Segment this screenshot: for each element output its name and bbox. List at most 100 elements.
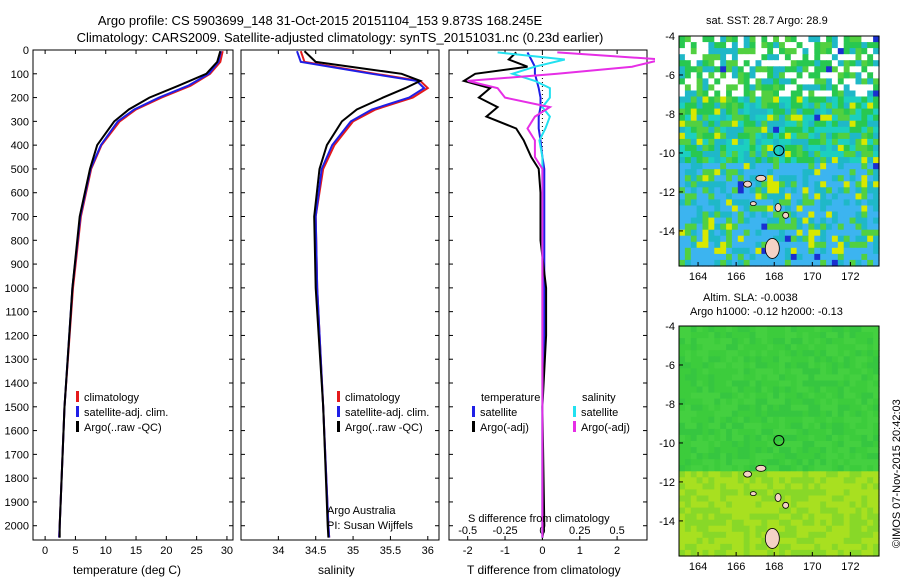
x-tick-label: 15 bbox=[130, 545, 142, 557]
heatmap-cell bbox=[784, 471, 792, 478]
heatmap-cell bbox=[714, 459, 721, 466]
heatmap-cell bbox=[773, 72, 780, 79]
heatmap-cell bbox=[855, 217, 862, 225]
heatmap-cell bbox=[849, 537, 857, 545]
heatmap-cell bbox=[737, 229, 745, 237]
island-shape bbox=[764, 238, 780, 259]
heatmap-cell bbox=[714, 72, 721, 79]
heatmap-cell bbox=[749, 181, 757, 188]
heatmap-cell bbox=[696, 36, 704, 43]
heatmap-cell bbox=[749, 217, 757, 225]
heatmap-cell bbox=[779, 144, 786, 152]
heatmap-cell bbox=[731, 241, 739, 249]
heatmap-cell bbox=[837, 157, 845, 164]
heatmap-cell bbox=[761, 223, 768, 231]
heatmap-cell bbox=[861, 78, 868, 86]
heatmap-cell bbox=[755, 410, 762, 418]
heatmap-cell bbox=[796, 205, 804, 213]
heatmap-cell bbox=[749, 471, 757, 478]
heatmap-cell bbox=[831, 374, 839, 382]
heatmap-cell bbox=[761, 368, 768, 376]
heatmap-cell bbox=[690, 447, 698, 454]
heatmap-cell bbox=[790, 398, 798, 406]
heatmap-cell bbox=[820, 495, 827, 503]
heatmap-cell bbox=[784, 259, 792, 267]
heatmap-cell bbox=[702, 144, 709, 152]
heatmap-cell bbox=[720, 120, 727, 128]
heatmap-cell bbox=[843, 90, 851, 98]
heatmap-cell bbox=[749, 507, 757, 515]
heatmap-cell bbox=[855, 465, 862, 472]
heatmap-cell bbox=[684, 229, 692, 237]
heatmap-cell bbox=[761, 187, 768, 194]
heatmap-cell bbox=[679, 453, 686, 460]
heatmap-cell bbox=[773, 507, 780, 515]
heatmap-cell bbox=[767, 175, 774, 182]
heatmap-cell bbox=[831, 120, 839, 128]
heatmap-cell bbox=[843, 380, 851, 388]
heatmap-cell bbox=[720, 350, 727, 357]
heatmap-cell bbox=[755, 392, 762, 400]
heatmap-cell bbox=[855, 42, 862, 49]
heatmap-cell bbox=[796, 66, 804, 73]
heatmap-cell bbox=[861, 223, 868, 231]
heatmap-cell bbox=[690, 525, 698, 533]
heatmap-cell bbox=[814, 235, 821, 243]
heatmap-cell bbox=[749, 374, 757, 382]
heatmap-cell bbox=[679, 163, 686, 170]
heatmap-cell bbox=[749, 96, 757, 104]
heatmap-cell bbox=[726, 175, 733, 182]
heatmap-cell bbox=[873, 356, 880, 363]
heatmap-cell bbox=[684, 513, 692, 521]
heatmap-cell bbox=[814, 138, 821, 146]
heatmap-cell bbox=[737, 326, 745, 333]
heatmap-cell bbox=[761, 380, 768, 388]
heatmap-cell bbox=[690, 434, 698, 442]
heatmap-cell bbox=[731, 187, 739, 194]
heatmap-cell bbox=[696, 78, 704, 86]
y-tick-label: 1600 bbox=[5, 426, 29, 438]
heatmap-cell bbox=[679, 205, 686, 213]
heatmap-cell bbox=[761, 259, 768, 267]
heatmap-cell bbox=[808, 495, 815, 503]
heatmap-cell bbox=[867, 453, 874, 460]
heatmap-cell bbox=[726, 434, 733, 442]
heatmap-cell bbox=[843, 326, 851, 333]
heatmap-cell bbox=[826, 151, 833, 158]
heatmap-cell bbox=[755, 144, 762, 152]
heatmap-cell bbox=[731, 537, 739, 545]
heatmap-cell bbox=[720, 519, 727, 527]
heatmap-cell bbox=[714, 422, 721, 430]
island-shape bbox=[782, 211, 790, 219]
heatmap-cell bbox=[820, 211, 827, 219]
heatmap-cell bbox=[849, 253, 857, 261]
heatmap-cell bbox=[837, 459, 845, 466]
heatmap-cell bbox=[861, 102, 868, 110]
heatmap-cell bbox=[784, 187, 792, 194]
heatmap-cell bbox=[808, 259, 815, 267]
heatmap-cell bbox=[855, 247, 862, 255]
heatmap-cell bbox=[820, 247, 827, 255]
heatmap-cell bbox=[831, 126, 839, 134]
heatmap-cell bbox=[820, 175, 827, 182]
heatmap-cell bbox=[826, 362, 833, 369]
heatmap-cell bbox=[873, 519, 880, 527]
heatmap-cell bbox=[720, 422, 727, 430]
heatmap-cell bbox=[690, 441, 698, 448]
heatmap-cell bbox=[873, 90, 880, 98]
heatmap-cell bbox=[767, 108, 774, 116]
heatmap-cell bbox=[684, 531, 692, 539]
heatmap-cell bbox=[820, 42, 827, 49]
heatmap-cell bbox=[867, 368, 874, 376]
heatmap-cell bbox=[684, 253, 692, 261]
heatmap-cell bbox=[873, 253, 880, 261]
heatmap-cell bbox=[784, 465, 792, 472]
heatmap-cell bbox=[714, 447, 721, 454]
credit-line-1: Argo Australia bbox=[327, 505, 396, 517]
heatmap-cell bbox=[855, 181, 862, 188]
heatmap-cell bbox=[802, 416, 809, 424]
heatmap-cell bbox=[737, 489, 745, 497]
heatmap-cell bbox=[690, 501, 698, 509]
heatmap-cell bbox=[767, 193, 774, 201]
heatmap-cell bbox=[679, 465, 686, 472]
